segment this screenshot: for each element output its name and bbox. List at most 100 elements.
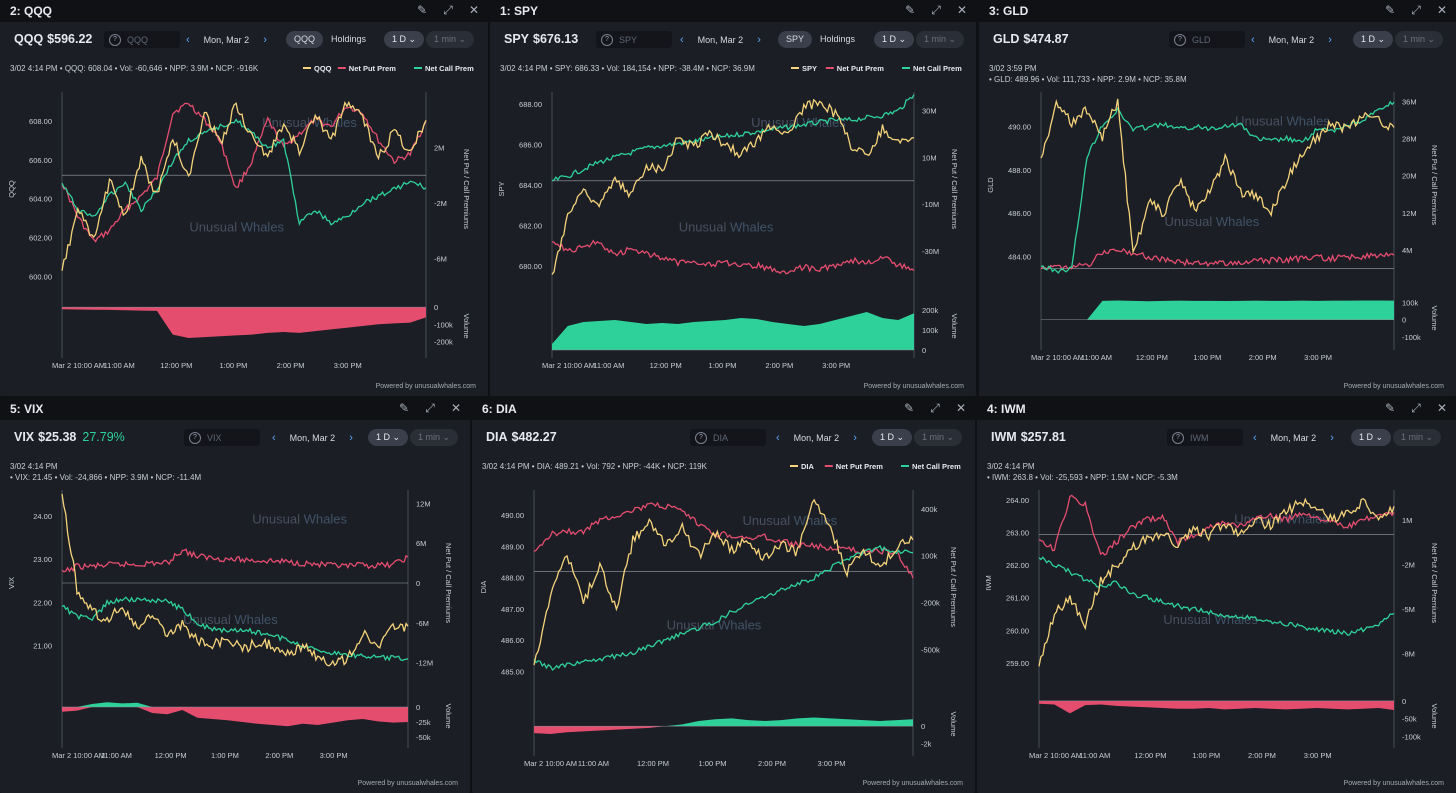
interval-select[interactable]: 1 min ⌄: [1393, 429, 1442, 446]
expand-icon[interactable]: ⤢: [930, 401, 940, 415]
interval-select[interactable]: 1 min ⌄: [916, 31, 965, 48]
last-price: $25.38: [38, 430, 77, 444]
tab-ticker[interactable]: SPY: [778, 31, 813, 48]
interval-select[interactable]: 1 min ⌄: [914, 429, 963, 446]
chevron-left-icon[interactable]: ‹: [680, 33, 684, 46]
expand-icon[interactable]: ⤢: [443, 3, 453, 17]
close-icon[interactable]: ✕: [956, 3, 968, 17]
edit-icon[interactable]: ✎: [1384, 401, 1396, 415]
timeframe-select[interactable]: 1 D ⌄: [1351, 429, 1392, 446]
timeframe-select[interactable]: 1 D ⌄: [384, 31, 425, 48]
date-label: Mon, Mar 2: [289, 432, 336, 443]
expand-icon[interactable]: ⤢: [1411, 3, 1421, 17]
chevron-left-icon[interactable]: ‹: [1251, 33, 1255, 46]
ticker-search-input[interactable]: ? QQQ: [104, 31, 180, 48]
date-picker[interactable]: ‹ Mon, Mar 2 ›: [680, 31, 761, 48]
ticker-search-input[interactable]: ? SPY: [596, 31, 672, 48]
help-icon: ?: [1174, 33, 1186, 46]
expand-icon[interactable]: ⤢: [1411, 401, 1421, 415]
chart-svg: 3/02 3:59 PM • GLD: 489.96 • Vol: 111,733…: [986, 64, 1439, 362]
info-line-2: • GLD: 489.96 • Vol: 111,733 • NPP: 2.9M…: [989, 75, 1187, 84]
chevron-right-icon[interactable]: ›: [1328, 33, 1332, 46]
right-tick-label: 12M: [1402, 209, 1417, 218]
view-toggle: SPY Holdings: [778, 31, 863, 48]
volume-axis-label: Volume: [1430, 305, 1439, 330]
timeframe-select[interactable]: 1 D ⌄: [872, 429, 913, 446]
ticker-search-input[interactable]: ? DIA: [690, 429, 766, 446]
volume-tick-label: -25k: [416, 718, 431, 727]
powered-by-footer[interactable]: Powered by unusualwhales.com: [1343, 383, 1444, 390]
powered-by-footer[interactable]: Powered by unusualwhales.com: [375, 383, 476, 390]
edit-icon[interactable]: ✎: [1384, 3, 1396, 17]
right-axis-label: Net Put / Call Premiums: [1430, 145, 1439, 225]
close-icon[interactable]: ✕: [1436, 401, 1448, 415]
close-icon[interactable]: ✕: [955, 401, 967, 415]
chevron-right-icon[interactable]: ›: [263, 33, 267, 46]
chevron-right-icon[interactable]: ›: [853, 431, 857, 444]
date-picker[interactable]: ‹ Mon, Mar 2 ›: [272, 429, 353, 446]
interval-select[interactable]: 1 min ⌄: [1395, 31, 1444, 48]
volume-negative-area: [534, 726, 913, 735]
right-tick-label: 12M: [416, 499, 431, 508]
right-tick-label: -6M: [416, 619, 429, 628]
ticker-symbol: QQQ: [14, 32, 44, 46]
net-call-premium-line: [533, 544, 914, 672]
chart-panel-spy: 1: SPY ✎ ⤢ ✕ SPY $676.13? SPY ‹ Mon, Mar 2 › SPY Ho…: [490, 0, 976, 396]
y-axis-label: QQQ: [7, 180, 16, 198]
close-icon[interactable]: ✕: [468, 3, 480, 17]
window-controls: ✎ ⤢ ✕: [1384, 3, 1448, 18]
powered-by-footer[interactable]: Powered by unusualwhales.com: [357, 780, 458, 787]
right-tick-label: 28M: [1402, 135, 1417, 144]
interval-select[interactable]: 1 min ⌄: [426, 31, 475, 48]
expand-icon[interactable]: ⤢: [425, 401, 435, 415]
right-axis-label: Net Put / Call Premiums: [444, 543, 453, 623]
interval-select[interactable]: 1 min ⌄: [410, 429, 459, 446]
powered-by-footer[interactable]: Powered by unusualwhales.com: [1343, 780, 1444, 787]
ticker-search-input[interactable]: ? IWM: [1167, 429, 1243, 446]
edit-icon[interactable]: ✎: [416, 3, 428, 17]
close-icon[interactable]: ✕: [1436, 3, 1448, 17]
chart-svg: 3/02 4:14 PM • DIA: 489.21 • Vol: 792 • …: [479, 462, 961, 768]
price-line: [1040, 98, 1395, 255]
info-line: 3/02 3:59 PM: [989, 64, 1037, 73]
chevron-left-icon[interactable]: ‹: [186, 33, 190, 46]
powered-by-footer[interactable]: Powered by unusualwhales.com: [863, 383, 964, 390]
edit-icon[interactable]: ✎: [904, 3, 916, 17]
volume-tick-label: -50k: [416, 733, 431, 742]
chevron-left-icon[interactable]: ‹: [272, 431, 276, 444]
date-label: Mon, Mar 2: [1268, 34, 1315, 45]
close-icon[interactable]: ✕: [450, 401, 462, 415]
y-tick-label: 680.00: [519, 262, 542, 271]
powered-by-footer[interactable]: Powered by unusualwhales.com: [862, 780, 963, 787]
date-picker[interactable]: ‹ Mon, Mar 2 ›: [1253, 429, 1334, 446]
chevron-right-icon[interactable]: ›: [757, 33, 761, 46]
chevron-right-icon[interactable]: ›: [1330, 431, 1334, 444]
tab-ticker[interactable]: QQQ: [286, 31, 324, 48]
tab-holdings[interactable]: Holdings: [331, 34, 367, 44]
volume-tick-label: -100k: [434, 320, 453, 329]
x-tick-label: 12:00 PM: [160, 361, 192, 370]
ticker-search-input[interactable]: ? GLD: [1169, 31, 1245, 48]
chevron-right-icon[interactable]: ›: [349, 431, 353, 444]
x-tick-label: 2:00 PM: [277, 361, 305, 370]
info-line-2: • IWM: 263.8 • Vol: -25,593 • NPP: 1.5M …: [987, 473, 1178, 482]
edit-icon[interactable]: ✎: [398, 401, 410, 415]
expand-icon[interactable]: ⤢: [931, 3, 941, 17]
window-controls: ✎ ⤢ ✕: [1384, 401, 1448, 416]
x-tick-label: 11:00 AM: [1081, 353, 1112, 362]
x-tick-label: 1:00 PM: [219, 361, 247, 370]
right-tick-label: 6M: [416, 539, 426, 548]
chevron-left-icon[interactable]: ‹: [1253, 431, 1257, 444]
chevron-left-icon[interactable]: ‹: [776, 431, 780, 444]
date-picker[interactable]: ‹ Mon, Mar 2 ›: [1251, 31, 1332, 48]
date-label: Mon, Mar 2: [1270, 432, 1317, 443]
date-picker[interactable]: ‹ Mon, Mar 2 ›: [186, 31, 267, 48]
ticker-search-input[interactable]: ? VIX: [184, 429, 260, 446]
date-picker[interactable]: ‹ Mon, Mar 2 ›: [776, 429, 857, 446]
tab-holdings[interactable]: Holdings: [820, 34, 856, 44]
timeframe-select[interactable]: 1 D ⌄: [368, 429, 409, 446]
timeframe-select[interactable]: 1 D ⌄: [874, 31, 915, 48]
edit-icon[interactable]: ✎: [903, 401, 915, 415]
chart-panel-qqq: 2: QQQ ✎ ⤢ ✕ QQQ $596.22? QQQ ‹ Mon, Mar 2 › QQQ Ho…: [0, 0, 488, 396]
timeframe-select[interactable]: 1 D ⌄: [1353, 31, 1394, 48]
